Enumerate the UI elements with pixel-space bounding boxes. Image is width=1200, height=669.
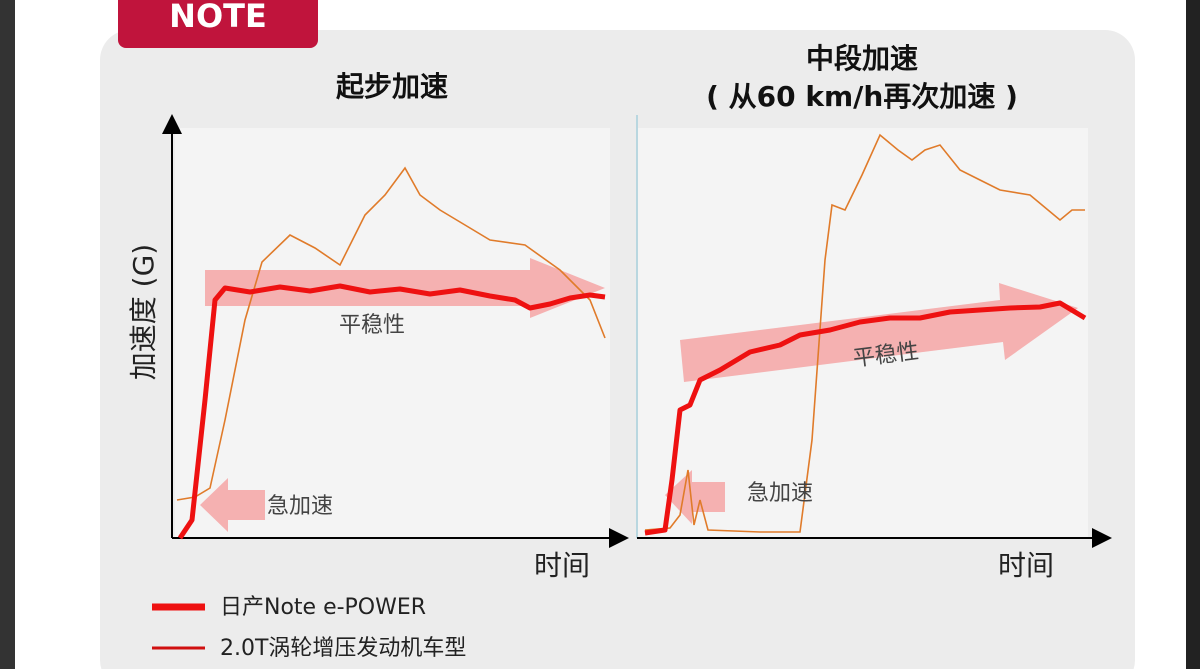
side-strip	[0, 0, 15, 669]
smooth-label: 平稳性	[339, 313, 405, 338]
x-axis-label: 时间	[534, 549, 590, 582]
turbo-curve	[176, 166, 606, 501]
chart-subtitle: ( 从60 km/h再次加速 )	[706, 80, 1018, 113]
turbo-curve	[644, 133, 1085, 533]
quick-arrow	[200, 478, 265, 532]
quick-label: 急加速	[747, 481, 813, 506]
legend-label: 日产Note e-POWER	[220, 595, 426, 620]
chart-title: 起步加速	[336, 70, 448, 103]
side-strip	[1186, 0, 1200, 669]
badge	[118, 0, 318, 48]
quick-label: 急加速	[267, 494, 333, 519]
x-axis-label: 时间	[998, 549, 1054, 582]
plot-area	[175, 128, 610, 538]
badge-text: NOTE	[169, 0, 267, 35]
chart-title: 中段加速	[806, 42, 918, 75]
epower-curve	[177, 283, 606, 540]
y-axis-label: 加速度 (G)	[127, 244, 160, 380]
legend-label: 2.0T涡轮增压发动机车型	[220, 636, 466, 661]
epower-curve	[644, 300, 1087, 536]
